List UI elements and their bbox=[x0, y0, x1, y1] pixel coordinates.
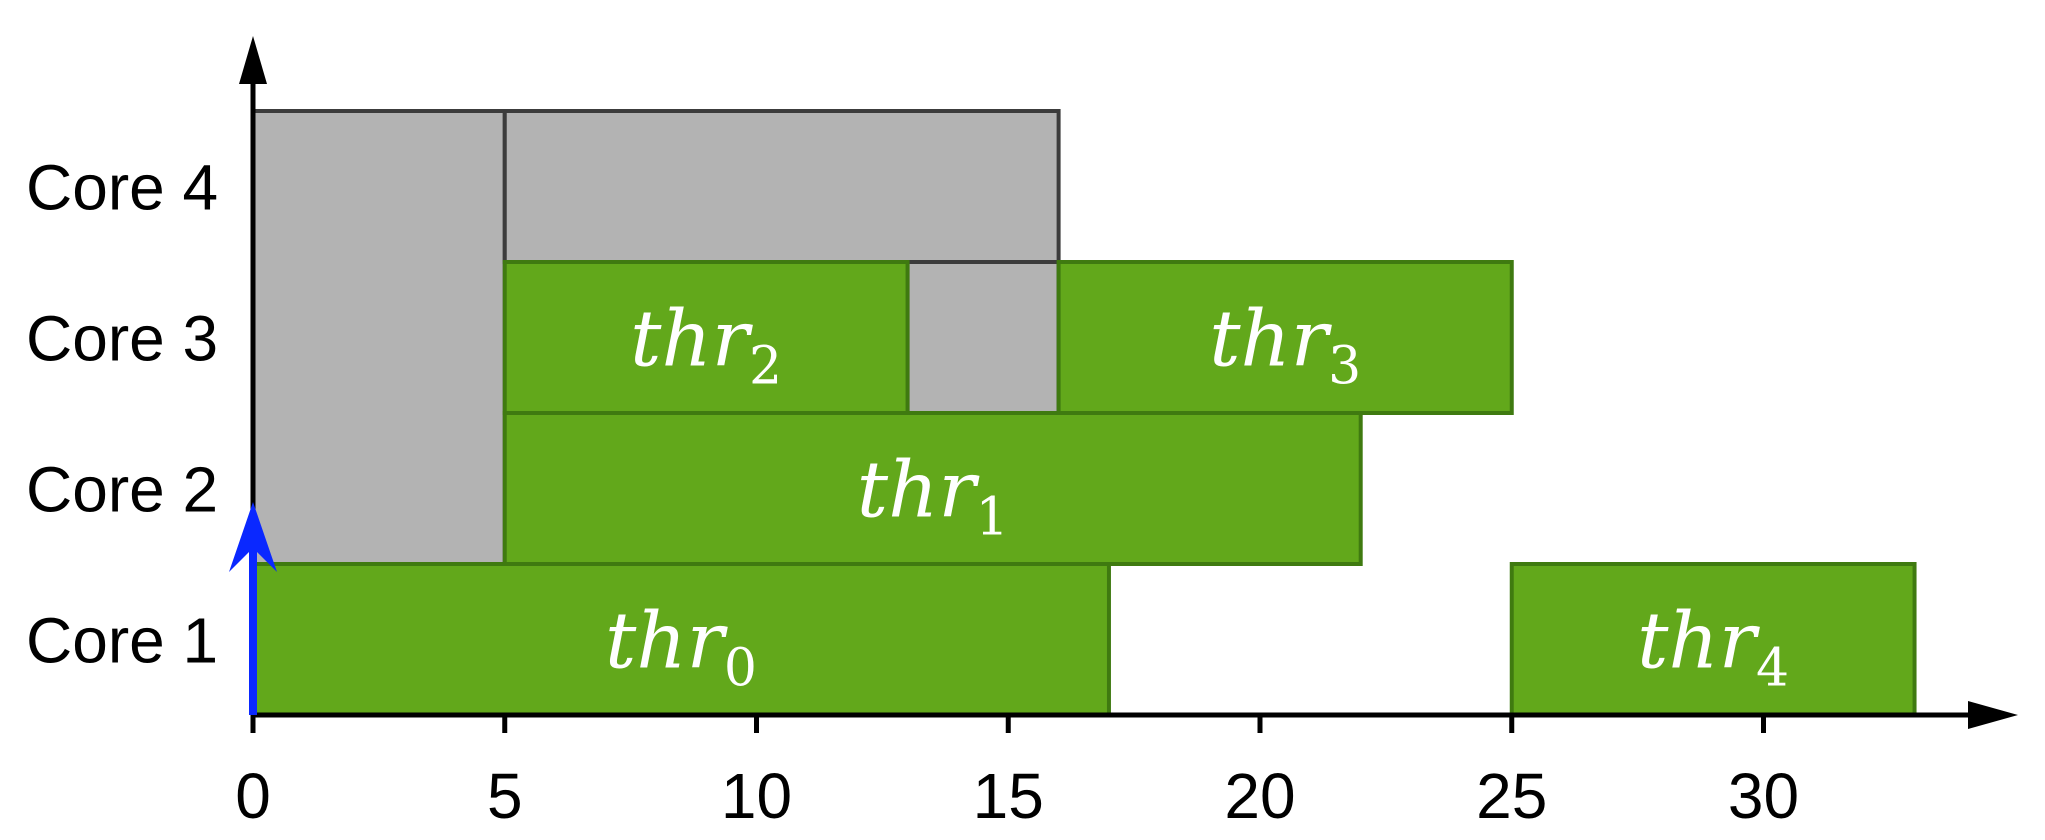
thread-label-base: thr bbox=[1637, 597, 1761, 687]
release-arrow-head-icon bbox=[229, 502, 277, 572]
x-tick-label: 15 bbox=[973, 760, 1044, 832]
thread-label-subscript: 3 bbox=[1328, 337, 1361, 397]
reserved-block bbox=[251, 109, 507, 566]
x-tick-label: 30 bbox=[1728, 760, 1799, 832]
thread-label: thr1 bbox=[857, 446, 1009, 548]
reserved-block bbox=[905, 260, 1061, 415]
thread-label: thr2 bbox=[630, 295, 782, 397]
thread-label: thr0 bbox=[605, 597, 757, 699]
x-tick-label: 5 bbox=[487, 760, 523, 832]
x-tick-label: 10 bbox=[721, 760, 792, 832]
thread-bar bbox=[1509, 562, 1917, 717]
y-axis-arrow-icon bbox=[239, 36, 267, 84]
thread-label: thr4 bbox=[1637, 597, 1789, 699]
core-label: Core 2 bbox=[26, 454, 218, 526]
thread-label-subscript: 1 bbox=[976, 488, 1009, 548]
thread-label-base: thr bbox=[857, 446, 981, 536]
x-tick-label: 25 bbox=[1476, 760, 1547, 832]
thread-bar bbox=[1056, 260, 1514, 415]
reserved-blocks bbox=[251, 109, 1061, 566]
thread-label-subscript: 0 bbox=[724, 639, 757, 699]
reserved-block bbox=[502, 109, 1061, 264]
thread-bar bbox=[251, 562, 1111, 717]
core-label: Core 1 bbox=[26, 605, 218, 677]
core-labels: Core 1 Core 2 Core 3 Core 4 bbox=[26, 152, 218, 677]
x-tick-label: 0 bbox=[235, 760, 271, 832]
thread-bar bbox=[502, 260, 910, 415]
core-label: Core 3 bbox=[26, 303, 218, 375]
thread-label-subscript: 2 bbox=[749, 337, 782, 397]
release-marker bbox=[229, 502, 277, 715]
thread-label-subscript: 4 bbox=[1756, 639, 1789, 699]
x-axis-arrow-icon bbox=[1968, 701, 2018, 729]
thread-label-base: thr bbox=[605, 597, 729, 687]
thread-label-base: thr bbox=[1209, 295, 1333, 385]
thread-label: thr3 bbox=[1209, 295, 1361, 397]
thread-label-base: thr bbox=[630, 295, 754, 385]
core-label: Core 4 bbox=[26, 152, 218, 224]
thread-bar bbox=[502, 411, 1363, 566]
x-tick-label: 20 bbox=[1224, 760, 1295, 832]
x-ticks: 0 5 10 15 20 25 30 bbox=[235, 715, 1799, 832]
